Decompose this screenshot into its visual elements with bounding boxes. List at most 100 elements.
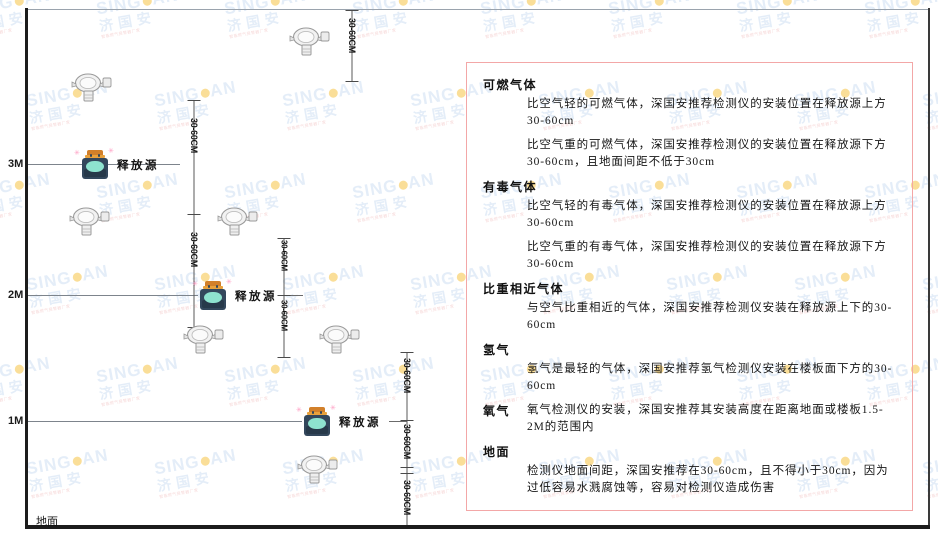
level-label-2m: 2M <box>8 289 24 301</box>
ground-line <box>25 525 930 529</box>
watermark-subtitle: 智能燃气报警器厂家 <box>356 27 397 40</box>
watermark-subtitle: 智能燃气报警器厂家 <box>30 119 71 132</box>
level-label-1m: 1M <box>8 415 24 427</box>
dimension-stack-middle: 30-60CM 30-60CM <box>272 238 296 358</box>
watermark-subtitle: 智能燃气报警器厂家 <box>484 27 525 40</box>
source-face <box>86 161 104 172</box>
watermark-brand-second: AN <box>278 0 307 9</box>
dimension-label: 30-60CM <box>279 240 289 271</box>
watermark-brand-second: AN <box>278 537 307 541</box>
sparkle-icon: ✳ <box>108 147 114 155</box>
watermark-dot-icon <box>199 456 211 467</box>
watermark-brand-second: AN <box>534 0 563 9</box>
dimension-tick <box>187 100 201 101</box>
guideline-section-title: 氢气 <box>483 343 511 357</box>
dimension-label: 30-60CM <box>189 118 199 153</box>
gas-release-source-icon <box>302 407 332 437</box>
watermark-brand-first: SING <box>24 451 73 479</box>
source-cap-rim <box>307 412 327 415</box>
dimension-tick <box>400 473 414 474</box>
installation-guidelines-panel: 可燃气体 比空气轻的可燃气体，深国安推荐检测仪的安装位置在释放源上方30-60cm… <box>466 62 913 511</box>
watermark-dot-icon <box>13 364 25 375</box>
watermark-dot-icon <box>269 180 281 191</box>
watermark-brand-second: AN <box>336 261 366 285</box>
source-cap-rim <box>203 286 223 289</box>
watermark-brand-second: AN <box>406 0 435 9</box>
watermark-dot-icon <box>327 272 339 283</box>
source-leader-line <box>285 295 303 296</box>
right-wall-line <box>928 8 930 529</box>
dimension-spine <box>283 238 285 358</box>
dimension-label: 30-60CM <box>402 358 412 393</box>
watermark-dot-icon <box>455 88 467 99</box>
source-eye-right <box>320 411 322 414</box>
watermark-subtitle: 智能燃气报警器厂家 <box>0 27 13 40</box>
watermark-cn: 济国安 <box>156 468 215 495</box>
guideline-section: 可燃气体 比空气轻的可燃气体，深国安推荐检测仪的安装位置在释放源上方30-60cm… <box>483 76 898 171</box>
watermark-brand-second: AN <box>150 537 179 541</box>
source-cap <box>87 150 103 156</box>
guideline-section-title: 地面 <box>483 445 511 459</box>
watermark-brand-second: AN <box>208 445 238 469</box>
guideline-paragraph: 氧气检测仪的安装，深国安推荐其安装高度在距离地面或楼板1.5-2M的范围内 <box>527 404 884 433</box>
watermark-dot-icon <box>269 0 281 7</box>
level-line-1m <box>28 421 302 422</box>
watermark-brand-second: AN <box>80 261 110 285</box>
watermark-dot-icon <box>141 364 153 375</box>
watermark-brand-second: AN <box>150 353 180 377</box>
watermark-subtitle: 智能燃气报警器厂家 <box>158 119 199 132</box>
source-eye-left <box>208 285 210 288</box>
gas-detector-icon <box>294 452 338 486</box>
watermark-brand-first: SING <box>24 83 73 111</box>
watermark-dot-icon <box>141 180 153 191</box>
source-leader-line <box>389 421 407 422</box>
ground-label: 地面 <box>36 516 58 528</box>
guideline-paragraph: 比空气重的可燃气体，深国安推荐检测仪的安装位置在释放源下方30-60cm，且地面… <box>527 139 887 168</box>
watermark-brand-first: SING <box>280 83 329 111</box>
source-label: 释放源 <box>235 291 277 303</box>
guideline-section: 地面检测仪地面间距，深国安推荐在30-60cm，且不得小于30cm，因为过低容易… <box>483 443 898 497</box>
dimension-label: 30-60CM <box>402 480 412 515</box>
watermark-cn: 济国安 <box>226 376 285 403</box>
watermark-brand-first: SING <box>24 267 73 295</box>
watermark-brand: SING AN <box>24 256 146 295</box>
guideline-paragraph: 检测仪地面间距，深国安推荐在30-60cm，且不得小于30cm，因为过低容易水溅… <box>527 465 889 494</box>
dimension-label: 30-60CM <box>347 18 357 53</box>
watermark-subtitle: 智能燃气报警器厂家 <box>158 487 199 500</box>
guideline-section: 氧气 氧气检测仪的安装，深国安推荐其安装高度在距离地面或楼板1.5-2M的范围内 <box>483 402 898 436</box>
watermark-cn: 济国安 <box>284 100 343 127</box>
left-wall-line <box>25 8 28 528</box>
guideline-section-title: 有毒气体 <box>483 180 538 194</box>
watermark-cn: 济国安 <box>156 100 215 127</box>
guideline-paragraph: 氢气是最轻的气体，深国安推荐氢气检测仪安装在楼板面下方的30-60cm <box>527 363 893 392</box>
guideline-section-title: 可燃气体 <box>483 78 538 92</box>
dimension-tick <box>345 10 359 11</box>
gas-detector-icon <box>68 70 112 104</box>
watermark-brand-second: AN <box>790 0 819 9</box>
watermark-brand-second: AN <box>918 537 938 541</box>
watermark-subtitle: 智能燃气报警器厂家 <box>286 303 327 316</box>
source-label: 释放源 <box>339 417 381 429</box>
watermark-cn: 济国安 <box>284 284 343 311</box>
